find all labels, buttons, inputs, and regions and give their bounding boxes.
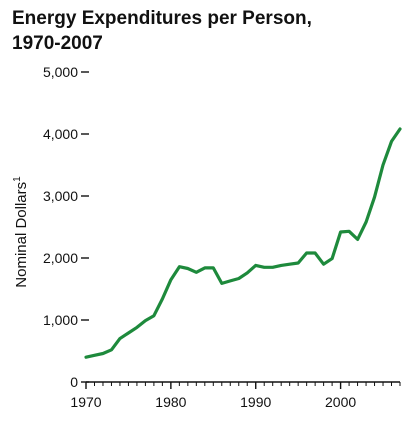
- data-point: [111, 349, 112, 351]
- chart-title-line-2: 1970-2007: [12, 33, 103, 54]
- y-axis-label-superscript: 1: [12, 176, 23, 182]
- data-point: [119, 338, 121, 340]
- data-point: [382, 164, 384, 166]
- y-tick-label: 1,000: [43, 312, 78, 328]
- data-point: [323, 263, 325, 265]
- data-point: [374, 196, 375, 198]
- data-point: [144, 320, 146, 322]
- data-point: [136, 326, 138, 328]
- data-point: [391, 140, 392, 142]
- x-tick-label: 1990: [240, 394, 271, 410]
- chart-title: Energy Expenditures per Person, 1970-200…: [12, 6, 412, 56]
- x-tick-label: 2000: [325, 394, 356, 410]
- data-point: [280, 264, 282, 266]
- y-tick-label: 5,000: [43, 64, 78, 80]
- x-axis: 1970 1980 1990 2000: [70, 381, 401, 410]
- y-tick-label: 4,000: [43, 126, 78, 142]
- data-point: [212, 267, 214, 269]
- data-point: [195, 271, 197, 273]
- y-tick-label: 2,000: [43, 250, 78, 266]
- data-point: [153, 315, 155, 317]
- data-point: [255, 264, 257, 266]
- chart-title-line-1: Energy Expenditures per Person,: [12, 8, 312, 29]
- data-point: [399, 128, 401, 130]
- data-point: [297, 262, 299, 264]
- data-point: [170, 279, 172, 281]
- data-point: [357, 238, 359, 240]
- y-axis-label-text: Nominal Dollars: [13, 182, 30, 288]
- data-point: [365, 221, 367, 223]
- series-energy-expenditures: [84, 127, 402, 359]
- data-point: [340, 231, 342, 233]
- data-point: [238, 278, 240, 279]
- series-line: [84, 127, 402, 359]
- data-point: [221, 282, 223, 284]
- x-tick-label: 1980: [155, 394, 186, 410]
- data-point: [246, 272, 248, 274]
- data-point: [272, 266, 274, 268]
- y-tick-label: 3,000: [43, 188, 78, 204]
- y-axis-label: Nominal Dollars1: [12, 176, 30, 288]
- data-point: [314, 252, 316, 254]
- x-tick-label: 1970: [70, 394, 101, 410]
- data-point: [306, 252, 308, 254]
- data-point: [161, 298, 163, 300]
- data-point: [187, 268, 189, 269]
- data-point: [348, 230, 350, 232]
- data-point: [102, 353, 104, 354]
- data-point: [85, 356, 87, 358]
- data-point: [94, 354, 95, 356]
- y-tick-label: 0: [70, 374, 78, 390]
- data-point: [263, 266, 265, 268]
- data-point: [289, 263, 291, 265]
- data-point: [127, 332, 129, 334]
- data-point: [204, 267, 206, 269]
- data-point: [229, 280, 231, 282]
- data-point: [178, 266, 180, 268]
- y-axis: 0 1,000 2,000 3,000 4,000 5,000: [43, 64, 89, 390]
- data-point: [331, 258, 333, 260]
